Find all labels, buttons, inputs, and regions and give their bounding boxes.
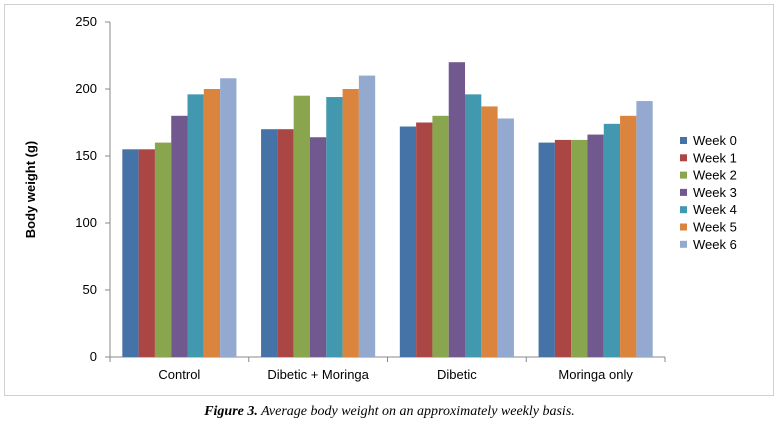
y-tick-label: 150 [75, 148, 97, 163]
bar [187, 94, 204, 358]
bar [138, 149, 155, 357]
bar [571, 139, 588, 357]
bar [538, 142, 555, 357]
y-tick-label: 100 [75, 215, 97, 230]
x-tick-label: Moringa only [558, 367, 633, 382]
x-tick-label: Dibetic + Moringa [267, 367, 369, 382]
bar [497, 118, 514, 357]
y-tick-label: 200 [75, 81, 97, 96]
legend-swatch [680, 240, 687, 248]
y-tick-label: 250 [75, 14, 97, 29]
bar [399, 126, 417, 358]
bar [154, 142, 172, 357]
chart-frame [4, 4, 774, 396]
caption-label: Figure 3. [204, 404, 258, 419]
y-axis-label: Body weight (g) [23, 141, 38, 239]
y-tick-label: 50 [83, 282, 97, 297]
legend-label: Week 6 [693, 237, 737, 252]
bar [277, 129, 294, 357]
bar [342, 89, 359, 357]
legend-swatch [680, 137, 687, 144]
bar [554, 139, 572, 357]
figure-caption: Figure 3. Average body weight on an appr… [0, 404, 779, 420]
bar [620, 115, 637, 357]
bar [603, 123, 621, 357]
legend-label: Week 1 [693, 150, 737, 165]
bar [587, 134, 604, 357]
bar [171, 115, 188, 357]
bar [220, 78, 237, 357]
bar [465, 94, 482, 358]
legend-label: Week 5 [693, 220, 737, 235]
legend-swatch [680, 188, 687, 196]
legend-swatch [680, 154, 687, 162]
y-tick-label: 0 [90, 349, 97, 364]
bar [448, 62, 466, 357]
legend-label: Week 2 [693, 168, 737, 183]
bar [416, 122, 433, 357]
legend-swatch [680, 206, 687, 214]
x-tick-label: Control [158, 367, 200, 382]
x-tick-label: Dibetic [437, 367, 477, 382]
bar [309, 137, 327, 357]
bar-chart: 0 50 100 150 200 250 Body weight (g) Control Dib… [23, 14, 737, 382]
bar [432, 115, 449, 357]
legend-label: Week 3 [693, 185, 737, 200]
caption-text: Average body weight on an approximately … [257, 404, 575, 419]
legend-label: Week 0 [693, 133, 737, 148]
legend-label: Week 4 [693, 202, 737, 217]
legend-swatch [680, 223, 687, 231]
bar [326, 97, 343, 357]
bar [636, 101, 653, 357]
bar [358, 75, 376, 357]
bar [261, 129, 278, 357]
bar [122, 149, 139, 357]
legend-swatch [680, 171, 687, 179]
bar [203, 89, 221, 357]
bar [293, 95, 310, 357]
bar [481, 106, 498, 357]
